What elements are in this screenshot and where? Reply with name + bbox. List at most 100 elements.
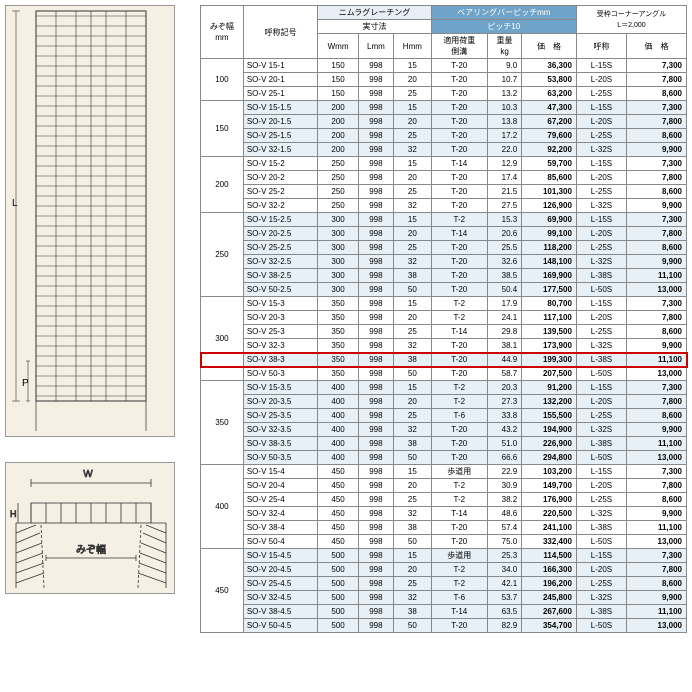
cell-l: 998 xyxy=(358,465,393,479)
cell-w: 200 xyxy=(318,129,358,143)
cell-l: 998 xyxy=(358,255,393,269)
cell-h: 38 xyxy=(394,521,432,535)
cell-h: 15 xyxy=(394,549,432,563)
cell-corner-price: 7,300 xyxy=(627,465,687,479)
cell-weight: 32.6 xyxy=(487,255,521,269)
cell-l: 998 xyxy=(358,129,393,143)
plan-diagram: L P xyxy=(5,5,175,437)
cell-l: 998 xyxy=(358,143,393,157)
cell-l: 998 xyxy=(358,591,393,605)
cell-corner-model: L-15S xyxy=(576,59,626,73)
cell-corner-model: L-20S xyxy=(576,73,626,87)
cell-weight: 57.4 xyxy=(487,521,521,535)
cell-w: 300 xyxy=(318,269,358,283)
cell-l: 998 xyxy=(358,479,393,493)
cell-w: 450 xyxy=(318,479,358,493)
cell-weight: 38.1 xyxy=(487,339,521,353)
cell-corner-price: 13,000 xyxy=(627,451,687,465)
cell-l: 998 xyxy=(358,101,393,115)
cell-load: T-14 xyxy=(431,227,487,241)
cell-corner-price: 8,600 xyxy=(627,409,687,423)
cell-model: SO-V 20-2.5 xyxy=(243,227,318,241)
cell-corner-price: 8,600 xyxy=(627,129,687,143)
cell-model: SO-V 20-3 xyxy=(243,311,318,325)
cell-load: T-2 xyxy=(431,213,487,227)
cell-weight: 21.5 xyxy=(487,185,521,199)
cell-corner-price: 7,300 xyxy=(627,213,687,227)
cell-price: 220,500 xyxy=(522,507,577,521)
cell-price: 59,700 xyxy=(522,157,577,171)
cell-w: 400 xyxy=(318,437,358,451)
cell-model: SO-V 20-2 xyxy=(243,171,318,185)
cell-load: 歩道用 xyxy=(431,549,487,563)
cell-price: 36,300 xyxy=(522,59,577,73)
cell-load: T-20 xyxy=(431,437,487,451)
dim-L: L xyxy=(12,198,18,209)
hdr-corner: 受枠コーナーアングルL＝2,000 xyxy=(576,6,686,34)
cell-weight: 33.8 xyxy=(487,409,521,423)
cell-load: T-20 xyxy=(431,129,487,143)
cell-load: T-20 xyxy=(431,423,487,437)
cell-corner-model: L-20S xyxy=(576,563,626,577)
cell-mizo: 350 xyxy=(201,381,244,465)
cell-l: 998 xyxy=(358,507,393,521)
cell-l: 998 xyxy=(358,227,393,241)
cell-weight: 63.5 xyxy=(487,605,521,619)
cell-price: 294,800 xyxy=(522,451,577,465)
cell-w: 300 xyxy=(318,213,358,227)
cell-price: 47,300 xyxy=(522,101,577,115)
cell-load: T-20 xyxy=(431,59,487,73)
cell-mizo: 100 xyxy=(201,59,244,101)
cell-l: 998 xyxy=(358,73,393,87)
cell-l: 998 xyxy=(358,157,393,171)
cell-corner-price: 7,300 xyxy=(627,157,687,171)
cell-l: 998 xyxy=(358,367,393,381)
cell-corner-model: L-15S xyxy=(576,465,626,479)
cell-l: 998 xyxy=(358,325,393,339)
cell-w: 500 xyxy=(318,563,358,577)
cell-load: T-20 xyxy=(431,269,487,283)
hdr-W: Wmm xyxy=(318,34,358,59)
cell-corner-model: L-20S xyxy=(576,115,626,129)
cell-corner-price: 13,000 xyxy=(627,619,687,633)
cell-load: T-6 xyxy=(431,591,487,605)
cell-w: 150 xyxy=(318,87,358,101)
cell-corner-model: L-50S xyxy=(576,451,626,465)
cell-model: SO-V 25-1.5 xyxy=(243,129,318,143)
cell-l: 998 xyxy=(358,353,393,367)
cell-weight: 66.6 xyxy=(487,451,521,465)
table-row: SO-V 20-445099820T-230.9149,700L-20S7,80… xyxy=(201,479,687,493)
table-row: SO-V 20-2.530099820T-1420.699,100L-20S7,… xyxy=(201,227,687,241)
cell-h: 32 xyxy=(394,255,432,269)
cell-mizo: 300 xyxy=(201,297,244,381)
hdr-nimura: ニムラグレーチング xyxy=(318,6,431,20)
table-row: SO-V 38-445099838T-2057.4241,100L-38S11,… xyxy=(201,521,687,535)
hdr-corner-model: 呼称 xyxy=(576,34,626,59)
table-row: SO-V 50-2.530099850T-2050.4177,500L-50S1… xyxy=(201,283,687,297)
cell-corner-model: L-50S xyxy=(576,619,626,633)
cell-corner-price: 11,100 xyxy=(627,269,687,283)
cell-h: 32 xyxy=(394,507,432,521)
table-row: SO-V 20-1.520099820T-2013.867,200L-20S7,… xyxy=(201,115,687,129)
cell-w: 200 xyxy=(318,101,358,115)
cell-w: 150 xyxy=(318,59,358,73)
cell-model: SO-V 50-3 xyxy=(243,367,318,381)
cell-weight: 48.6 xyxy=(487,507,521,521)
cell-model: SO-V 32-3.5 xyxy=(243,423,318,437)
cell-load: T-20 xyxy=(431,283,487,297)
cell-w: 350 xyxy=(318,339,358,353)
cell-corner-model: L-15S xyxy=(576,297,626,311)
cell-h: 50 xyxy=(394,367,432,381)
cell-l: 998 xyxy=(358,381,393,395)
cell-h: 20 xyxy=(394,395,432,409)
cell-w: 450 xyxy=(318,521,358,535)
cell-w: 400 xyxy=(318,409,358,423)
cell-corner-price: 9,900 xyxy=(627,507,687,521)
cell-weight: 44.9 xyxy=(487,353,521,367)
cell-l: 998 xyxy=(358,577,393,591)
cell-corner-model: L-32S xyxy=(576,143,626,157)
cell-h: 15 xyxy=(394,297,432,311)
table-row: SO-V 25-225099825T-2021.5101,300L-25S8,6… xyxy=(201,185,687,199)
cell-corner-price: 7,800 xyxy=(627,115,687,129)
cell-weight: 17.4 xyxy=(487,171,521,185)
